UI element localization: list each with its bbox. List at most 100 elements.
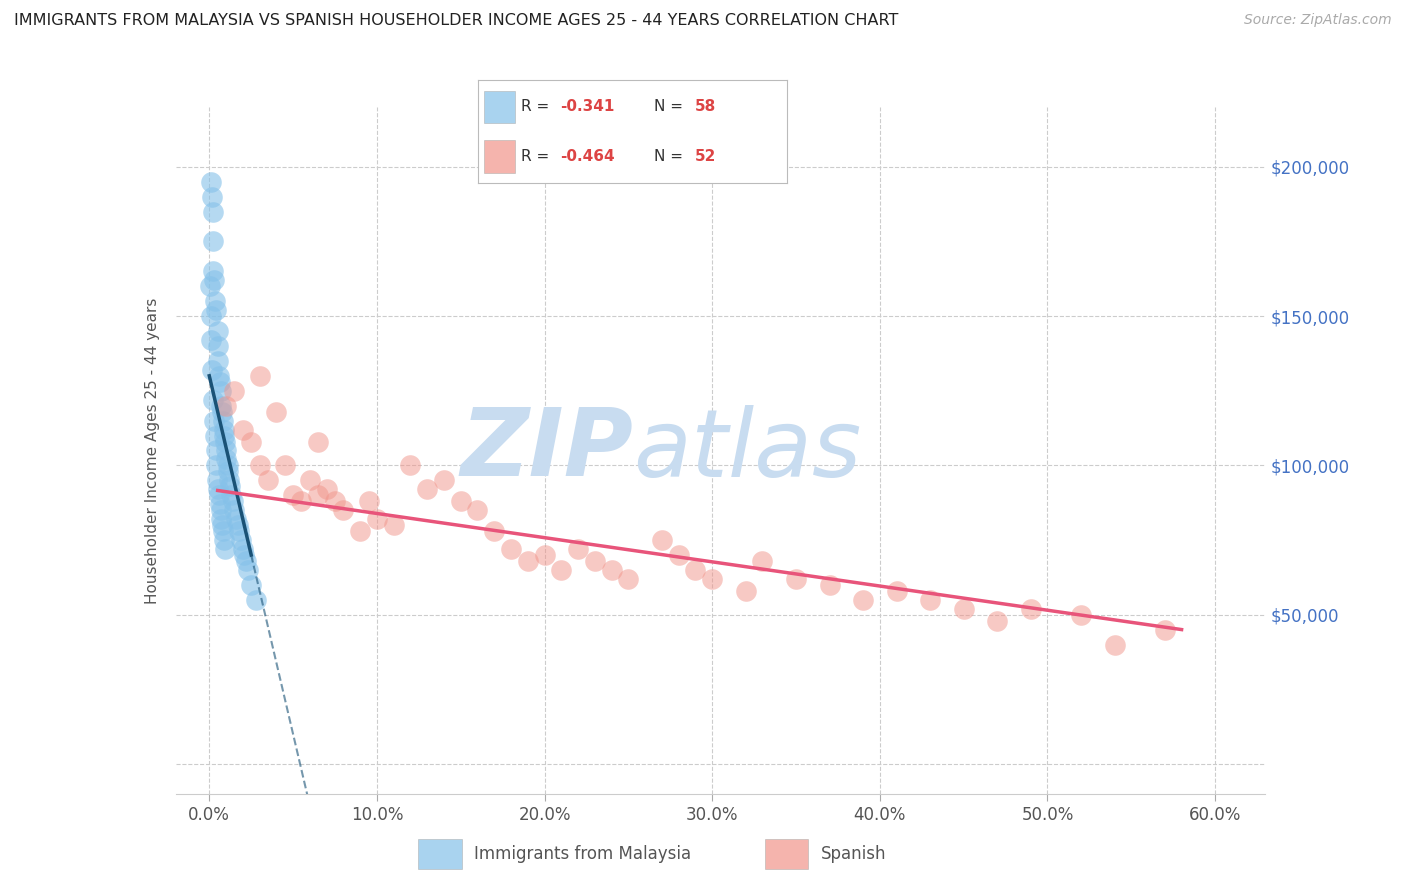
Point [212, 533, 235, 547]
Point [433, 473, 456, 487]
Y-axis label: Householder Income Ages 25 - 44 years: Householder Income Ages 25 - 44 years [145, 297, 160, 604]
Point [218, 473, 240, 487]
Point [205, 458, 228, 473]
Point [499, 541, 522, 556]
Point [751, 554, 773, 568]
Point [236, 563, 259, 577]
Point [257, 473, 280, 487]
Point [617, 572, 640, 586]
Point [818, 578, 841, 592]
Text: 52: 52 [695, 149, 716, 164]
Point [1019, 601, 1042, 615]
Point [201, 363, 224, 377]
Point [245, 592, 267, 607]
Point [207, 473, 229, 487]
Point [202, 414, 225, 428]
Text: R =: R = [522, 99, 554, 114]
Point [198, 279, 221, 293]
Point [685, 563, 707, 577]
Point [212, 524, 235, 538]
Point [225, 512, 247, 526]
Point [209, 512, 232, 526]
Point [986, 614, 1008, 628]
Point [219, 488, 242, 502]
Point [207, 483, 229, 497]
Point [382, 518, 405, 533]
Point [366, 512, 388, 526]
Text: N =: N = [654, 149, 688, 164]
Point [332, 503, 354, 517]
Point [785, 572, 807, 586]
Point [200, 309, 222, 323]
Point [201, 204, 224, 219]
Point [214, 434, 236, 449]
Point [307, 488, 329, 502]
Point [208, 497, 231, 511]
Point [215, 399, 238, 413]
Point [211, 518, 233, 533]
Point [550, 563, 572, 577]
Text: -0.464: -0.464 [560, 149, 614, 164]
Point [240, 434, 263, 449]
Point [208, 488, 231, 502]
Point [204, 443, 226, 458]
Point [298, 473, 321, 487]
Point [920, 592, 942, 607]
Point [349, 524, 371, 538]
Point [274, 458, 297, 473]
Point [200, 175, 222, 189]
Point [231, 533, 253, 547]
Point [651, 533, 673, 547]
Point [211, 404, 233, 418]
Point [734, 583, 756, 598]
Point [201, 189, 224, 203]
Point [201, 235, 224, 249]
Point [211, 414, 233, 428]
Point [209, 375, 232, 389]
Point [219, 479, 242, 493]
Point [202, 264, 225, 278]
Point [315, 483, 337, 497]
Bar [484, 140, 515, 173]
Point [467, 503, 489, 517]
Text: -0.341: -0.341 [560, 99, 614, 114]
Point [214, 541, 236, 556]
Point [217, 464, 239, 478]
Point [290, 494, 312, 508]
Text: Spanish: Spanish [821, 845, 886, 863]
Point [232, 541, 254, 556]
Text: R =: R = [522, 149, 554, 164]
Text: Source: ZipAtlas.com: Source: ZipAtlas.com [1244, 13, 1392, 28]
Point [224, 384, 246, 398]
Point [583, 554, 606, 568]
Point [204, 294, 226, 309]
Point [204, 428, 226, 442]
Point [208, 368, 231, 383]
Text: 58: 58 [695, 99, 716, 114]
Point [209, 384, 232, 398]
Point [1153, 623, 1175, 637]
Text: Immigrants from Malaysia: Immigrants from Malaysia [474, 845, 692, 863]
Point [886, 583, 908, 598]
Point [668, 548, 690, 562]
Point [307, 434, 329, 449]
Point [215, 443, 238, 458]
Point [207, 339, 229, 353]
Text: ZIP: ZIP [461, 404, 633, 497]
Point [281, 488, 304, 502]
Point [567, 541, 589, 556]
Point [207, 354, 229, 368]
Point [240, 578, 263, 592]
Point [416, 483, 439, 497]
Point [228, 524, 250, 538]
Point [399, 458, 422, 473]
Point [852, 592, 875, 607]
Point [266, 404, 288, 418]
Point [222, 494, 245, 508]
Text: atlas: atlas [633, 405, 862, 496]
Text: N =: N = [654, 99, 688, 114]
Point [1104, 638, 1126, 652]
Point [533, 548, 555, 562]
Point [1070, 607, 1092, 622]
Bar [419, 839, 461, 869]
